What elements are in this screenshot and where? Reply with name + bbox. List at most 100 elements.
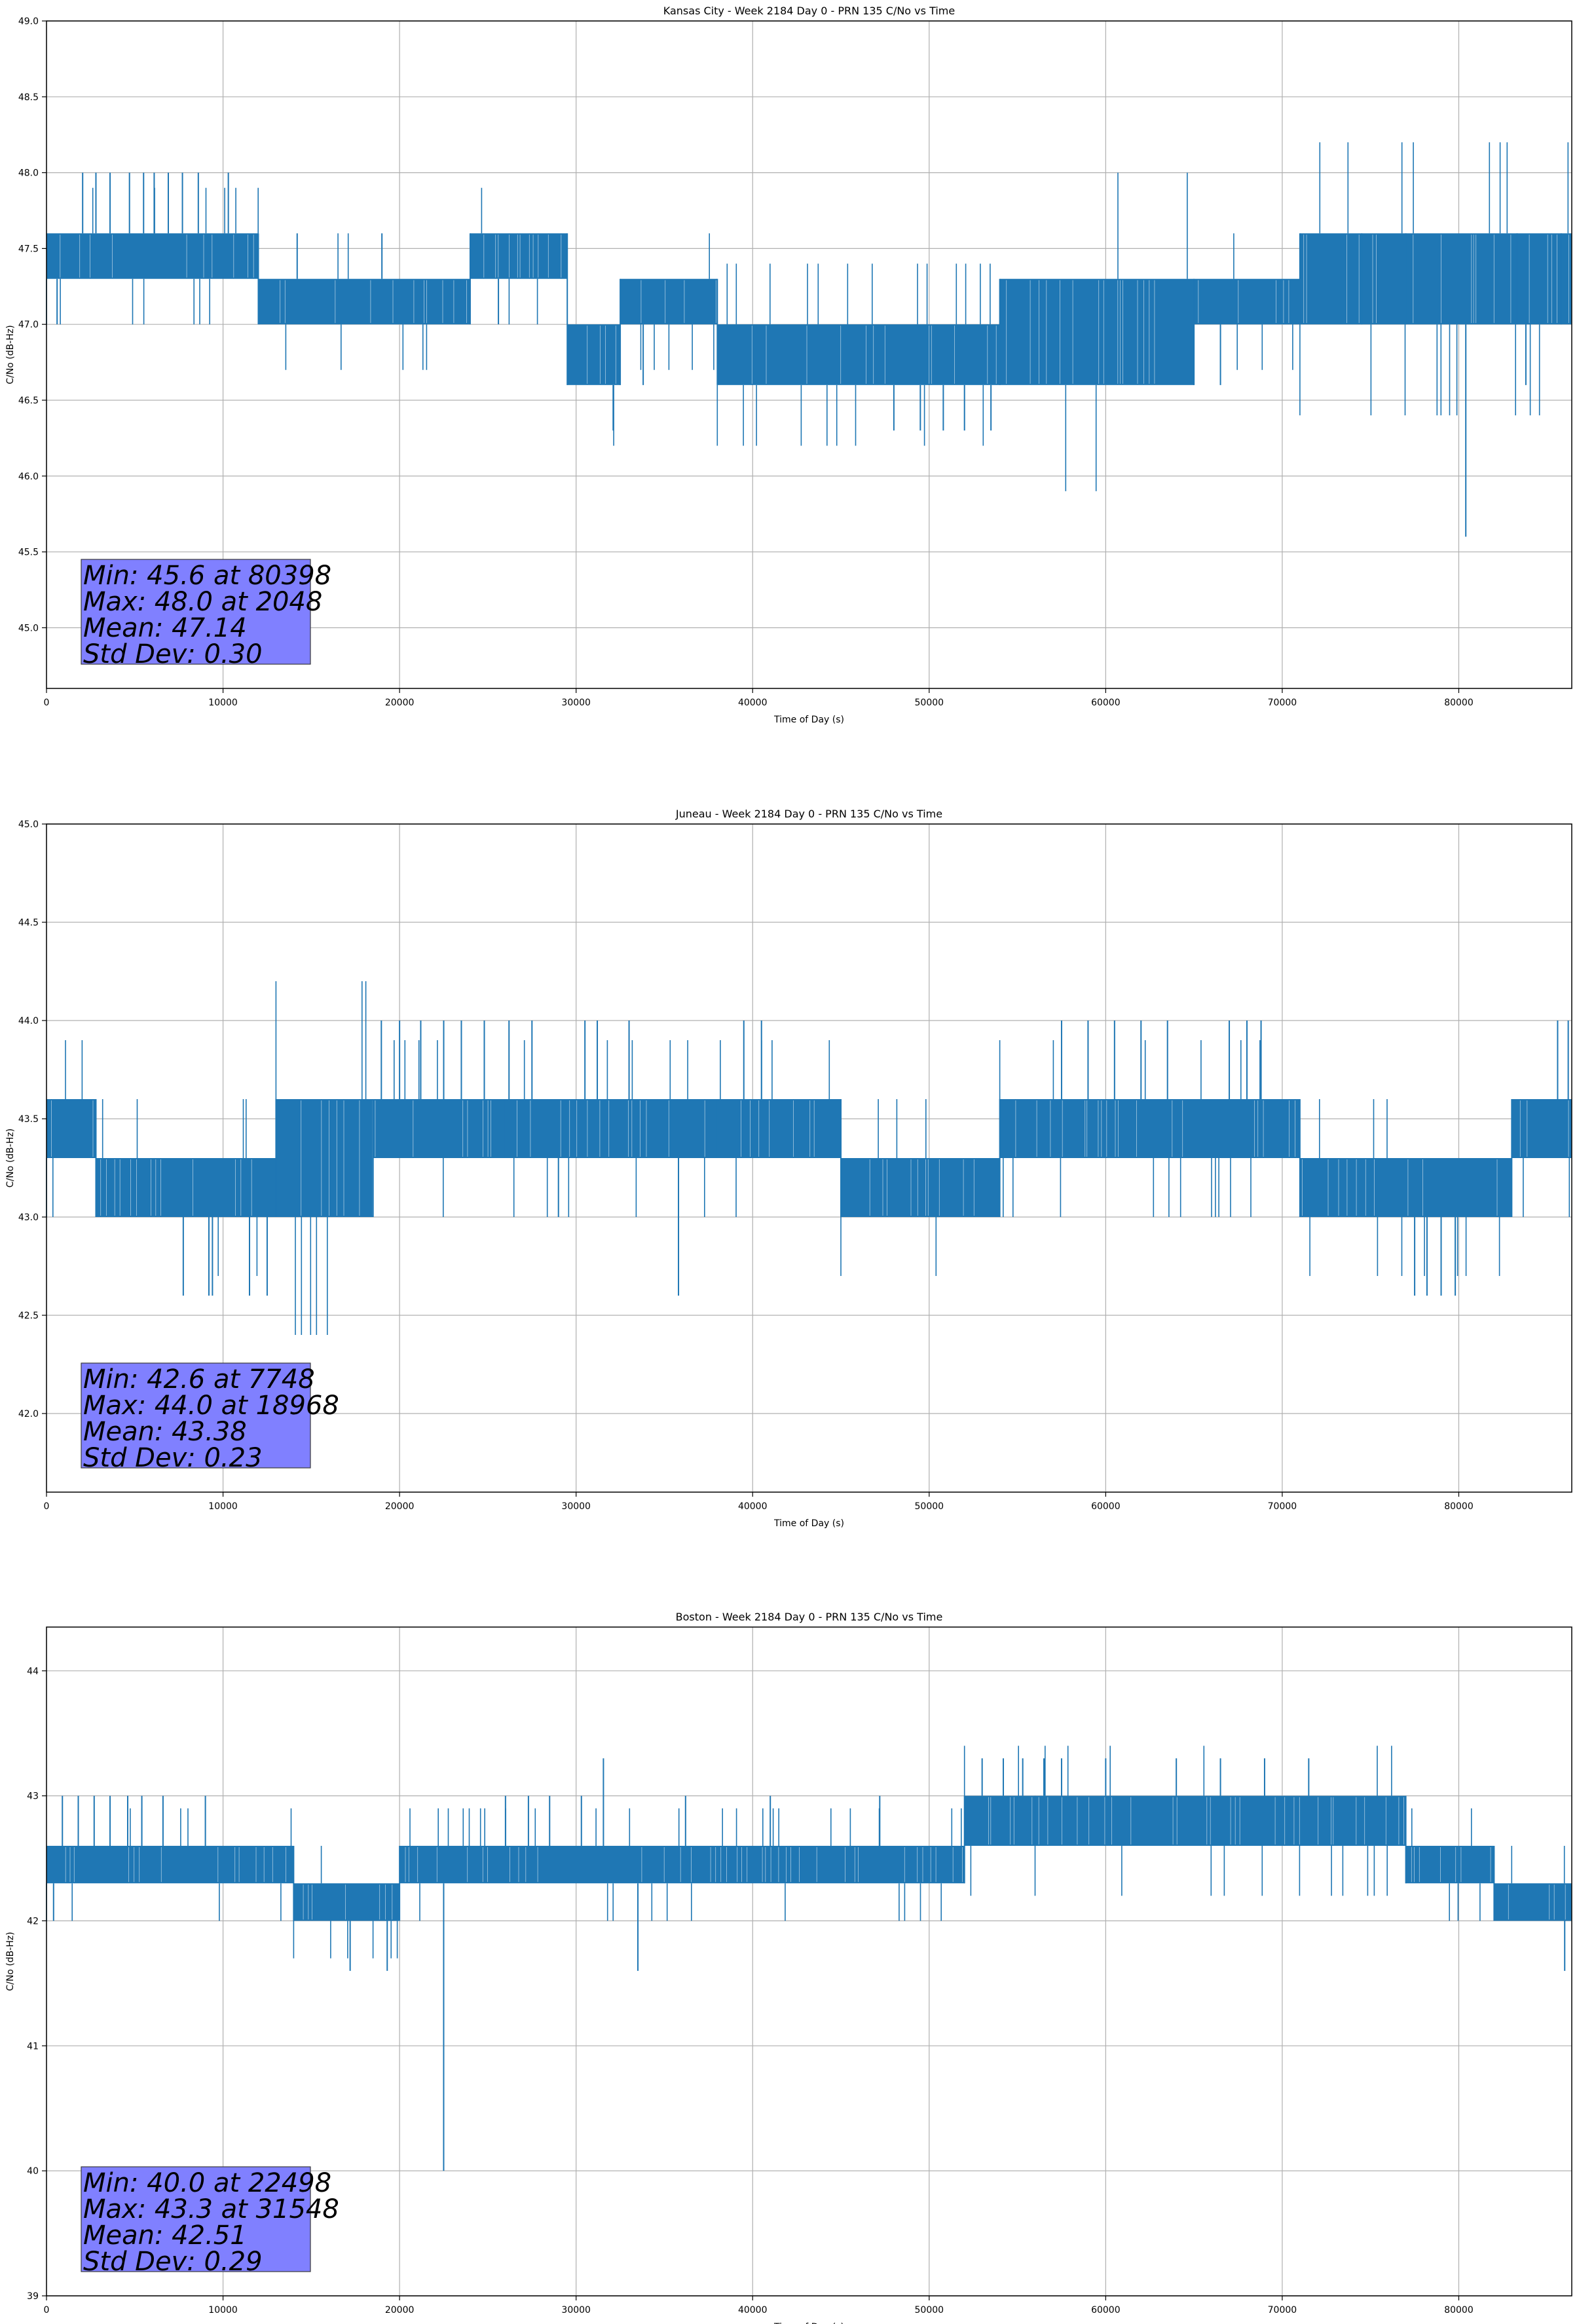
stats-box <box>81 559 311 665</box>
chart-title: Kansas City - Week 2184 Day 0 - PRN 135 … <box>663 5 955 17</box>
x-tick-label: 40000 <box>738 2305 768 2315</box>
y-axis-label: C/No (dB-Hz) <box>5 1129 16 1188</box>
chart-title: Juneau - Week 2184 Day 0 - PRN 135 C/No … <box>675 808 942 820</box>
data-band-excursions <box>275 981 367 1335</box>
x-tick-label: 50000 <box>915 1501 944 1512</box>
data-band-texture <box>988 1797 1033 1845</box>
stats-line: Max: 43.3 at 31548 <box>83 2194 339 2224</box>
y-tick-label: 39 <box>27 2291 39 2302</box>
data-band-excursions <box>640 233 714 370</box>
data-band-texture <box>1302 1159 1498 1216</box>
data-band <box>470 233 568 279</box>
y-tick-label: 40 <box>27 2166 39 2177</box>
x-tick-label: 20000 <box>385 1501 415 1512</box>
stats-line: Mean: 43.38 <box>83 1417 247 1447</box>
data-band-texture <box>517 1100 705 1157</box>
data-band <box>505 1099 718 1158</box>
stats-box <box>81 1362 311 1469</box>
x-tick-label: 40000 <box>738 698 768 708</box>
data-band-excursions <box>1034 1746 1392 1896</box>
x-tick-label: 50000 <box>915 2305 944 2315</box>
data-band-texture <box>60 234 254 278</box>
x-tick-label: 70000 <box>1268 2305 1297 2315</box>
data-series <box>46 142 1572 537</box>
x-tick-label: 60000 <box>1091 698 1121 708</box>
data-band-excursions <box>1511 1846 1565 1884</box>
data-band-excursions <box>840 1099 937 1276</box>
data-band-excursions <box>716 263 991 446</box>
data-band-texture <box>1411 1846 1491 1883</box>
data-band <box>1035 1795 1406 1846</box>
stats-line: Min: 42.6 at 7748 <box>83 1364 315 1395</box>
x-tick-label: 30000 <box>561 1501 591 1512</box>
x-tick-label: 50000 <box>915 698 944 708</box>
data-band <box>567 324 621 385</box>
y-tick-label: 45.0 <box>18 819 39 830</box>
stats-line: Mean: 47.14 <box>83 613 247 643</box>
data-band-excursions <box>513 1040 705 1217</box>
data-band <box>841 1158 1000 1217</box>
data-band-excursions <box>394 1040 444 1217</box>
x-tick-label: 80000 <box>1444 2305 1474 2315</box>
x-axis-label: Time of Day (s) <box>773 2322 844 2324</box>
data-band <box>1299 1158 1512 1217</box>
y-tick-label: 46.0 <box>18 472 39 482</box>
y-tick-label: 43.5 <box>18 1114 39 1125</box>
chart-panel-1: 0 10000 20000 30000 40000 50000 60000 70000 8000… <box>5 5 1572 725</box>
x-tick-label: 0 <box>44 2305 50 2315</box>
data-series <box>46 1746 1572 2171</box>
data-band-excursions <box>963 1746 1019 1896</box>
data-band <box>373 1099 506 1158</box>
x-tick-label: 10000 <box>208 698 238 708</box>
data-band-excursions <box>285 233 428 370</box>
chart-title: Boston - Week 2184 Day 0 - PRN 135 C/No … <box>676 1611 943 1623</box>
data-band <box>999 1099 1300 1158</box>
data-band-texture <box>280 280 467 324</box>
y-tick-label: 43.0 <box>18 1212 39 1223</box>
data-band-texture <box>869 1159 974 1216</box>
data-band-excursions <box>481 187 538 325</box>
data-band-texture <box>405 1846 963 1883</box>
x-tick-label: 70000 <box>1268 1501 1297 1512</box>
x-tick-label: 10000 <box>208 2305 238 2315</box>
x-tick-label: 40000 <box>738 1501 768 1512</box>
data-band-texture <box>303 1884 393 1920</box>
data-band <box>293 1883 400 1921</box>
x-tick-label: 30000 <box>561 698 591 708</box>
data-band-texture <box>1015 1100 1301 1157</box>
x-tick-label: 0 <box>44 698 50 708</box>
data-band <box>46 233 259 279</box>
data-band-texture <box>301 1100 373 1216</box>
y-tick-label: 48.5 <box>18 92 39 103</box>
y-tick-label: 44.5 <box>18 918 39 928</box>
data-band <box>717 324 1000 385</box>
x-tick-label: 60000 <box>1091 1501 1121 1512</box>
stats-line: Mean: 42.51 <box>83 2221 247 2251</box>
data-band <box>620 278 718 325</box>
axes-frame <box>46 20 1572 689</box>
y-tick-label: 46.5 <box>18 396 39 406</box>
x-tick-label: 0 <box>44 1501 50 1512</box>
y-tick-label: 44.0 <box>18 1016 39 1026</box>
data-band-excursions <box>999 1040 1261 1217</box>
data-band <box>1299 233 1572 325</box>
y-axis-label: C/No (dB-Hz) <box>5 325 16 384</box>
data-band <box>999 278 1195 385</box>
chart-panel-2: 0 10000 20000 30000 40000 50000 60000 70000 8000… <box>5 808 1572 1529</box>
stats-line: Std Dev: 0.29 <box>83 2247 263 2277</box>
stats-line: Min: 40.0 at 22498 <box>83 2168 331 2198</box>
stats-line: Std Dev: 0.30 <box>83 639 263 669</box>
data-band <box>1494 1883 1572 1921</box>
x-tick-label: 20000 <box>385 2305 415 2315</box>
x-tick-label: 20000 <box>385 698 415 708</box>
y-tick-label: 44 <box>27 1666 39 1677</box>
data-band-excursions <box>1065 172 1188 491</box>
stats-line: Min: 45.6 at 80398 <box>83 561 331 591</box>
data-band-texture <box>65 1846 286 1883</box>
stats-line: Std Dev: 0.23 <box>83 1443 263 1473</box>
data-band <box>46 1845 294 1884</box>
data-band-texture <box>100 1159 252 1216</box>
axes-frame <box>46 823 1572 1493</box>
data-band-excursions <box>1299 142 1569 416</box>
